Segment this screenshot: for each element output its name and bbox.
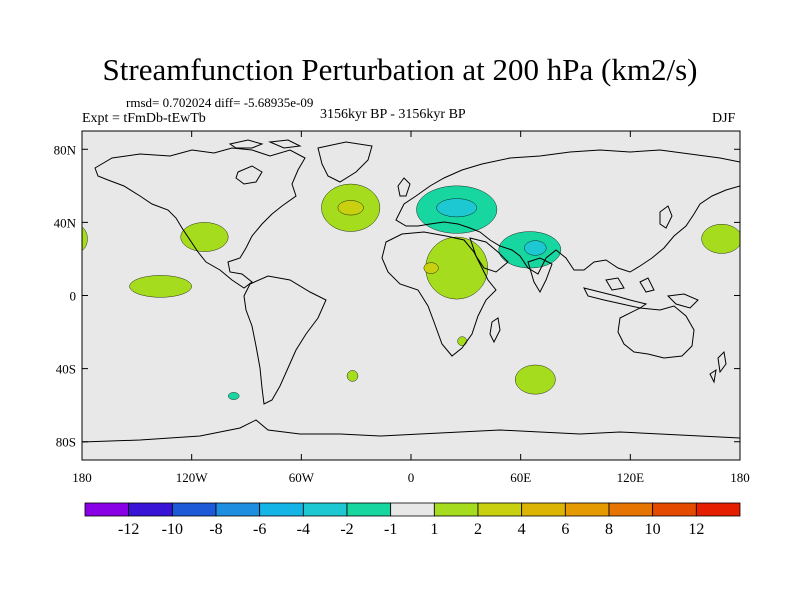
x-tick-label: 60E bbox=[510, 470, 531, 485]
experiment-label: Expt = tFmDb-tEwTb bbox=[82, 111, 206, 126]
anomaly-north-atlantic-core bbox=[337, 200, 364, 216]
coastline-arctic-islands bbox=[228, 139, 302, 149]
coastline-north-america bbox=[94, 147, 306, 289]
coastline-indonesia bbox=[583, 277, 655, 309]
x-tick-label: 180 bbox=[730, 470, 750, 485]
coastline-greenland bbox=[317, 141, 373, 183]
colorbar-label: -12 bbox=[118, 521, 139, 538]
anomaly-south-africa-high bbox=[457, 336, 467, 346]
chart-title: Streamfunction Perturbation at 200 hPa (… bbox=[102, 52, 698, 87]
anomaly-south-atlantic-small bbox=[346, 370, 359, 382]
y-tick-label: 80S bbox=[56, 435, 76, 450]
period-label: 3156kyr BP - 3156kyr BP bbox=[320, 107, 466, 122]
colorbar-label: 8 bbox=[605, 521, 613, 538]
colorbar-box bbox=[433, 502, 479, 517]
colorbar-box bbox=[477, 502, 523, 517]
colorbar-label: -6 bbox=[253, 521, 266, 538]
colorbar-label: -1 bbox=[384, 521, 397, 538]
y-tick-label: 40N bbox=[54, 215, 77, 230]
colorbar-box bbox=[390, 502, 435, 517]
colorbar-label: 2 bbox=[474, 521, 482, 538]
map-background bbox=[82, 131, 740, 460]
anomaly-arabia-low-core bbox=[524, 240, 547, 256]
anomaly-africa-high-core bbox=[423, 262, 439, 274]
coastline-africa bbox=[381, 231, 497, 357]
x-tick-label: 60W bbox=[289, 470, 315, 485]
anomaly-dateline-high-west bbox=[82, 226, 88, 251]
colorbar-label: 4 bbox=[518, 521, 526, 538]
anomaly-dateline-high-east bbox=[701, 224, 740, 254]
stats-label: rmsd= 0.702024 diff= -5.68935e-09 bbox=[126, 95, 314, 110]
y-tick-label: 0 bbox=[70, 289, 77, 304]
coastline-australia bbox=[617, 305, 695, 359]
colorbar-box bbox=[695, 502, 741, 517]
colorbar-box bbox=[608, 502, 654, 517]
colorbar-box bbox=[521, 502, 566, 517]
anomaly-east-pacific-high bbox=[129, 275, 192, 298]
colorbar-box bbox=[128, 502, 173, 517]
coastline-south-america bbox=[243, 275, 327, 405]
coastline-japan bbox=[659, 205, 673, 229]
y-tick-label: 80N bbox=[54, 142, 77, 157]
coastline-layer bbox=[82, 139, 740, 443]
colorbar-box bbox=[652, 502, 697, 517]
axis-ticks: 180 120W 60W 0 60E 120E 180 80N 40N 0 40S 80S bbox=[54, 131, 750, 485]
season-label: DJF bbox=[712, 111, 736, 126]
colorbar-label: 10 bbox=[645, 521, 661, 538]
coastline-hudson-bay bbox=[235, 165, 263, 185]
colorbar-label: -8 bbox=[209, 521, 222, 538]
colorbar-label: 1 bbox=[430, 521, 438, 538]
colorbar-box bbox=[302, 502, 348, 517]
coastline-india bbox=[527, 257, 553, 294]
coastline-eurasia bbox=[395, 149, 740, 275]
colorbar-box bbox=[346, 502, 392, 517]
x-tick-label: 180 bbox=[72, 470, 92, 485]
colorbar-label: 12 bbox=[688, 521, 704, 538]
coastline-antarctica bbox=[82, 419, 740, 443]
colorbar: -12 -10 -8 -6 -4 -2 -1 1 2 4 6 8 10 12 bbox=[84, 502, 741, 538]
coastline-new-guinea bbox=[666, 293, 699, 309]
colorbar-box bbox=[259, 502, 304, 517]
colorbar-label: -4 bbox=[297, 521, 310, 538]
colorbar-box bbox=[215, 502, 261, 517]
colorbar-box bbox=[564, 502, 610, 517]
anomaly-south-indian-high bbox=[514, 364, 556, 395]
x-tick-label: 120W bbox=[176, 470, 209, 485]
coastline-madagascar bbox=[489, 317, 501, 344]
colorbar-label: -10 bbox=[162, 521, 183, 538]
colorbar-box bbox=[171, 502, 217, 517]
y-tick-label: 40S bbox=[56, 362, 76, 377]
anomaly-europe-low-core bbox=[436, 198, 478, 218]
coastline-new-zealand bbox=[709, 350, 727, 384]
colorbar-label: -2 bbox=[340, 521, 353, 538]
colorbar-label: 6 bbox=[561, 521, 569, 538]
anomaly-south-pacific-small bbox=[228, 392, 240, 400]
coastline-arabia bbox=[469, 237, 509, 273]
x-tick-label: 120E bbox=[617, 470, 645, 485]
colorbar-box bbox=[84, 502, 130, 517]
coastline-uk bbox=[397, 177, 411, 197]
x-tick-label: 0 bbox=[408, 470, 415, 485]
